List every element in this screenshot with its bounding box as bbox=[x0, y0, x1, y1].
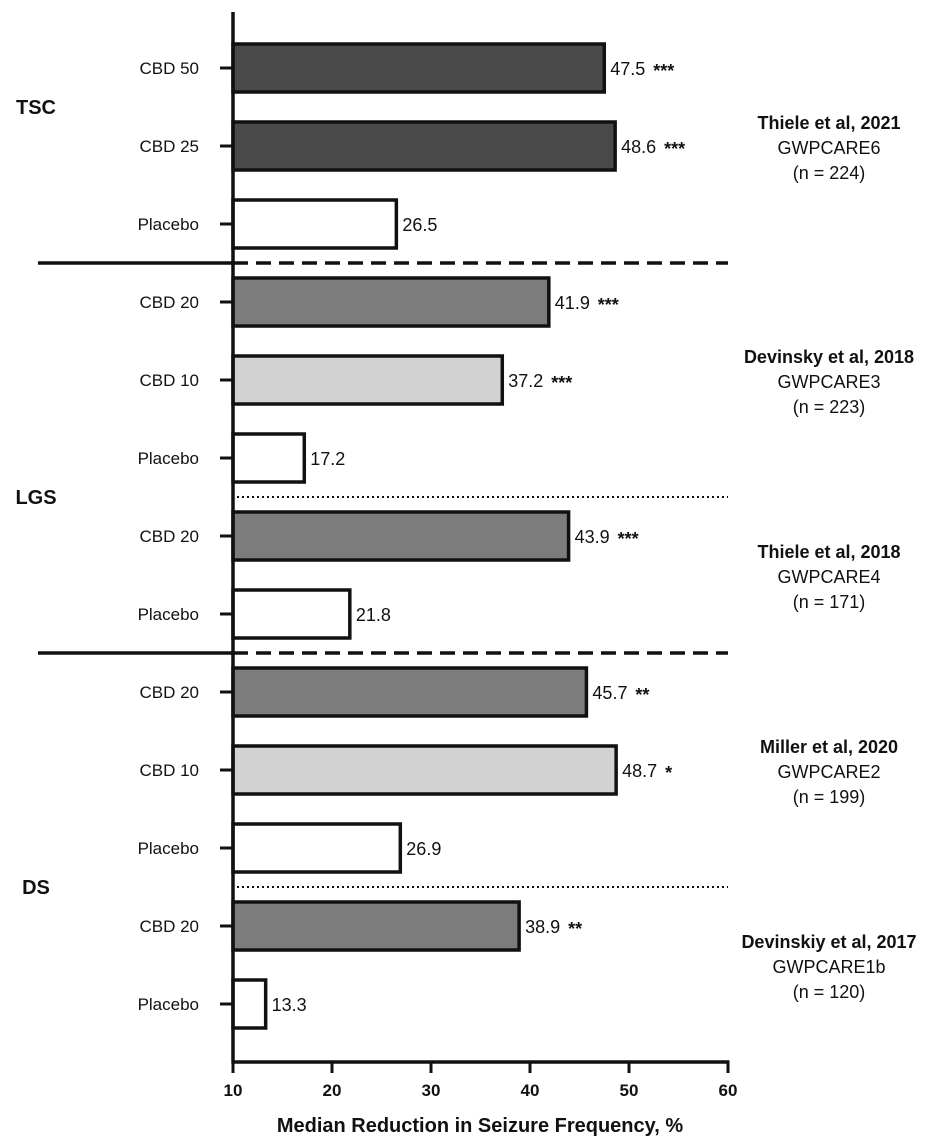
significance-label: *** bbox=[618, 529, 639, 549]
x-tick-label: 10 bbox=[224, 1081, 243, 1100]
labels: CBD 50 47.5 ***CBD 25 48.6 ***Placebo 26.5CBD… bbox=[15, 59, 916, 1015]
study-trial: GWPCARE4 bbox=[777, 567, 880, 587]
value-label: 21.8 bbox=[356, 605, 391, 625]
x-tick-label: 50 bbox=[620, 1081, 639, 1100]
separators bbox=[38, 261, 728, 888]
significance-label: *** bbox=[598, 295, 619, 315]
significance-label: ** bbox=[568, 919, 582, 939]
category-label: Placebo bbox=[138, 449, 199, 468]
value-label: 45.7 bbox=[592, 683, 627, 703]
value-label: 47.5 bbox=[610, 59, 645, 79]
category-label: Placebo bbox=[138, 839, 199, 858]
category-label: CBD 25 bbox=[139, 137, 199, 156]
bar-tsc-cbd-25 bbox=[231, 120, 617, 172]
category-label: CBD 20 bbox=[139, 917, 199, 936]
bar-ds-cbd-10 bbox=[231, 744, 618, 796]
study-author: Thiele et al, 2021 bbox=[757, 113, 900, 133]
study-author: Thiele et al, 2018 bbox=[757, 542, 900, 562]
study-trial: GWPCARE3 bbox=[777, 372, 880, 392]
group-label: LGS bbox=[15, 487, 56, 509]
significance-label: *** bbox=[653, 61, 674, 81]
value-label: 38.9 bbox=[525, 917, 560, 937]
value-label: 41.9 bbox=[555, 293, 590, 313]
category-label: CBD 50 bbox=[139, 59, 199, 78]
category-label: CBD 10 bbox=[139, 761, 199, 780]
bar-ds-placebo bbox=[231, 822, 403, 874]
value-label: 26.9 bbox=[406, 839, 441, 859]
study-author: Miller et al, 2020 bbox=[760, 737, 898, 757]
category-label: CBD 20 bbox=[139, 527, 199, 546]
study-n: (n = 171) bbox=[793, 592, 866, 612]
value-label: 26.5 bbox=[402, 215, 437, 235]
x-tick-label: 20 bbox=[323, 1081, 342, 1100]
value-label: 13.3 bbox=[272, 995, 307, 1015]
value-label: 43.9 bbox=[575, 527, 610, 547]
study-n: (n = 120) bbox=[793, 982, 866, 1002]
significance-label: ** bbox=[635, 685, 649, 705]
category-label: Placebo bbox=[138, 215, 199, 234]
value-label: 48.7 bbox=[622, 761, 657, 781]
bar-ds-cbd-20 bbox=[231, 666, 589, 718]
study-trial: GWPCARE1b bbox=[772, 957, 885, 977]
bar-lgs-cbd-20 bbox=[231, 510, 571, 562]
x-tick-label: 60 bbox=[719, 1081, 738, 1100]
value-label: 48.6 bbox=[621, 137, 656, 157]
significance-label: * bbox=[665, 763, 672, 783]
category-label: Placebo bbox=[138, 995, 199, 1014]
significance-label: *** bbox=[664, 139, 685, 159]
category-label: CBD 20 bbox=[139, 293, 199, 312]
bar-lgs-placebo bbox=[231, 588, 352, 640]
bar-lgs-placebo bbox=[231, 432, 307, 484]
bar-lgs-cbd-20 bbox=[231, 276, 551, 328]
significance-label: *** bbox=[551, 373, 572, 393]
group-label: TSC bbox=[16, 97, 56, 119]
bar-tsc-placebo bbox=[231, 198, 399, 250]
x-tick-label: 40 bbox=[521, 1081, 540, 1100]
bar-ds-cbd-20 bbox=[231, 900, 521, 952]
bar-ds-placebo bbox=[231, 978, 268, 1030]
study-author: Devinsky et al, 2018 bbox=[744, 347, 914, 367]
bar-lgs-cbd-10 bbox=[231, 354, 505, 406]
study-n: (n = 224) bbox=[793, 163, 866, 183]
value-label: 17.2 bbox=[310, 449, 345, 469]
category-label: CBD 10 bbox=[139, 371, 199, 390]
bars bbox=[231, 42, 618, 1030]
category-label: CBD 20 bbox=[139, 683, 199, 702]
group-label: DS bbox=[22, 877, 50, 899]
study-n: (n = 199) bbox=[793, 787, 866, 807]
value-label: 37.2 bbox=[508, 371, 543, 391]
study-n: (n = 223) bbox=[793, 397, 866, 417]
x-axis: 10 20 30 40 50 60 bbox=[220, 12, 737, 1100]
study-trial: GWPCARE2 bbox=[777, 762, 880, 782]
bar-tsc-cbd-50 bbox=[231, 42, 606, 94]
x-tick-label: 30 bbox=[422, 1081, 441, 1100]
study-trial: GWPCARE6 bbox=[777, 138, 880, 158]
x-axis-title: Median Reduction in Seizure Frequency, % bbox=[277, 1115, 684, 1137]
study-author: Devinskiy et al, 2017 bbox=[741, 932, 916, 952]
category-label: Placebo bbox=[138, 605, 199, 624]
